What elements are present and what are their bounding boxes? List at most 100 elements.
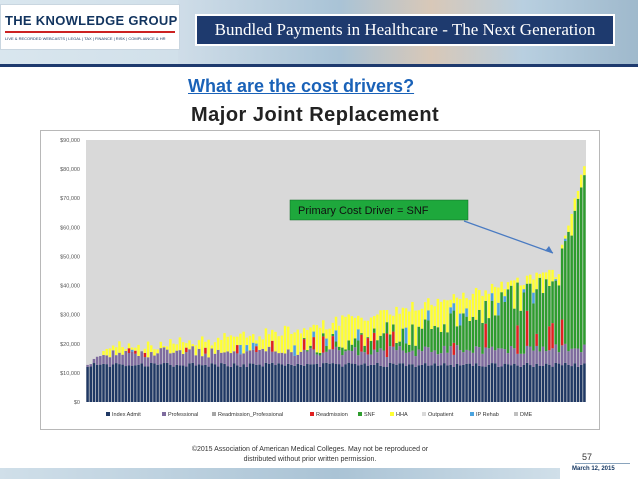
legend-label: Readmission_Professional xyxy=(218,412,283,418)
bar-segment-index-admit xyxy=(484,366,487,402)
bar-segment-index-admit xyxy=(286,363,290,402)
bar-segment-snf xyxy=(541,293,545,347)
bar-segment-hha xyxy=(251,334,255,343)
bar-segment-readmission xyxy=(385,333,389,358)
bar-segment-index-admit xyxy=(223,363,226,402)
bar-segment-readmission xyxy=(366,338,370,355)
bar-segment-snf xyxy=(579,187,583,353)
bar-segment-index-admit xyxy=(105,364,108,402)
bar-segment-hha xyxy=(258,336,261,350)
bar-segment-index-admit xyxy=(264,362,268,402)
bar-segment-professional xyxy=(478,347,481,366)
bar-segment-index-admit xyxy=(366,365,370,402)
bar-segment-index-admit xyxy=(328,363,331,402)
bar-segment-professional xyxy=(178,350,182,366)
bar-segment-index-admit xyxy=(411,364,414,402)
bar-segment-hha xyxy=(137,344,140,356)
bar-segment-snf xyxy=(564,241,567,344)
bar-segment-snf xyxy=(455,326,459,346)
bar-segment-hha xyxy=(516,277,519,283)
bar-segment-snf xyxy=(458,325,462,351)
bar-segment-professional xyxy=(210,348,214,364)
bar-segment-snf xyxy=(331,333,335,337)
bar-segment-professional xyxy=(143,357,147,367)
bar-segment-hha xyxy=(191,344,194,347)
y-tick-label: $10,000 xyxy=(60,371,80,377)
bar-segment-index-admit xyxy=(347,362,350,402)
bar-segment-hha xyxy=(379,310,382,336)
bar-segment-professional xyxy=(360,351,363,365)
bar-segment-index-admit xyxy=(302,365,306,402)
bar-segment-professional xyxy=(134,353,137,366)
bar-segment-professional xyxy=(207,357,210,367)
bar-segment-professional xyxy=(92,358,96,364)
bar-segment-hha xyxy=(150,345,153,353)
annotation-box xyxy=(289,199,469,221)
header-divider xyxy=(0,64,638,67)
bar-segment-snf xyxy=(427,320,430,348)
logo-rule xyxy=(5,31,175,33)
bar-segment-professional xyxy=(306,351,309,365)
bar-segment-hha xyxy=(188,340,191,350)
bar-segment-professional xyxy=(105,355,108,365)
bar-segment-snf xyxy=(449,313,452,347)
bar-segment-snf xyxy=(509,285,513,347)
bar-segment-hha xyxy=(146,341,150,358)
bar-segment-index-admit xyxy=(130,365,134,402)
bar-segment-professional xyxy=(551,348,554,367)
bar-segment-ip-rehab xyxy=(325,338,328,347)
bar-segment-hha xyxy=(490,283,494,294)
bar-segment-professional xyxy=(232,351,236,364)
bar-segment-professional xyxy=(111,350,115,365)
bar-segment-readmission xyxy=(548,326,551,351)
bar-segment-index-admit xyxy=(99,364,102,402)
bar-segment-professional xyxy=(411,350,414,365)
bar-segment-professional xyxy=(334,346,338,365)
bar-segment-index-admit xyxy=(102,363,105,402)
bar-segment-hha xyxy=(197,340,201,349)
bar-segment-ip-rehab xyxy=(334,330,338,342)
bar-segment-hha xyxy=(108,348,112,358)
bar-segment-hha xyxy=(159,341,163,349)
bar-segment-professional xyxy=(522,353,526,365)
bar-segment-index-admit xyxy=(108,366,112,402)
bar-segment-hha xyxy=(529,274,532,284)
bar-segment-hha xyxy=(503,289,507,297)
bar-segment-hha xyxy=(309,327,312,346)
bar-segment-professional xyxy=(223,352,226,364)
bar-segment-index-admit xyxy=(544,363,548,402)
bar-segment-snf xyxy=(557,285,561,353)
bar-segment-index-admit xyxy=(535,363,538,402)
bar-segment-index-admit xyxy=(465,363,468,402)
bar-segment-snf xyxy=(357,340,360,356)
bar-segment-readmission xyxy=(525,310,529,346)
bar-segment-ip-rehab xyxy=(251,342,255,350)
bar-segment-index-admit xyxy=(92,363,96,402)
bar-segment-index-admit xyxy=(471,365,475,402)
bar-segment-professional xyxy=(484,347,487,367)
bar-segment-index-admit xyxy=(357,365,360,402)
bar-segment-snf xyxy=(452,310,456,343)
bar-segment-hha xyxy=(554,277,557,280)
bar-segment-professional xyxy=(481,353,484,367)
bar-segment-index-admit xyxy=(458,365,462,402)
bar-segment-hha xyxy=(522,285,526,290)
bar-segment-hha xyxy=(124,349,128,351)
bar-segment-professional xyxy=(500,348,503,367)
bar-segment-professional xyxy=(490,346,494,364)
bar-segment-snf xyxy=(471,316,475,353)
bar-segment-hha xyxy=(271,329,274,341)
bar-segment-hha xyxy=(350,316,354,345)
bar-segment-professional xyxy=(573,348,577,364)
bar-segment-ip-rehab xyxy=(522,289,526,293)
bar-segment-ip-rehab xyxy=(245,345,249,352)
bar-segment-index-admit xyxy=(376,362,379,402)
bar-segment-professional xyxy=(439,353,443,366)
bar-segment-professional xyxy=(201,356,204,366)
bar-segment-professional xyxy=(271,351,274,363)
bar-segment-hha xyxy=(478,289,481,310)
bar-segment-hha xyxy=(121,347,124,355)
bar-segment-index-admit xyxy=(306,364,309,402)
bar-segment-index-admit xyxy=(493,363,497,402)
bar-segment-professional xyxy=(261,348,264,367)
